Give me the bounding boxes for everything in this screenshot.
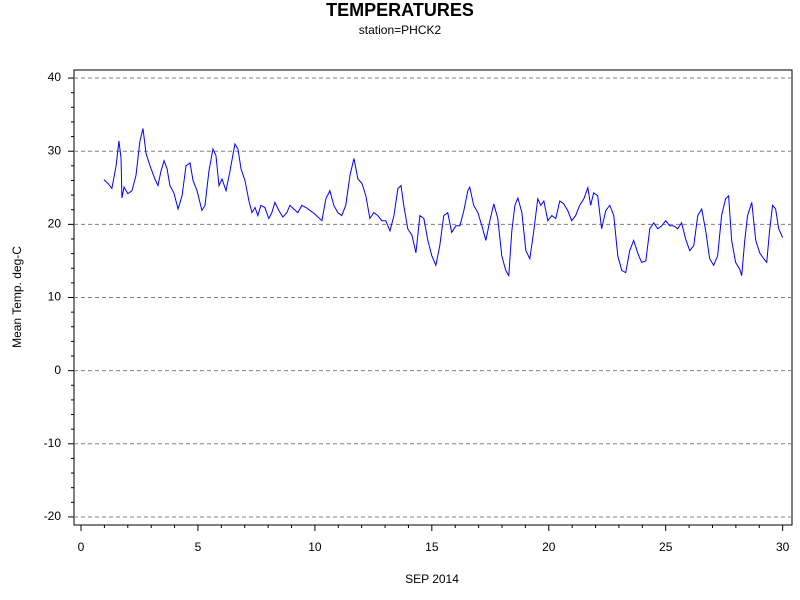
x-tick-label: 25	[659, 540, 673, 554]
y-tick-label: 30	[48, 143, 62, 157]
data-line	[103, 128, 784, 278]
y-tick-label: 0	[54, 363, 61, 377]
x-axis-label: SEP 2014	[405, 572, 459, 586]
y-tick-label: -10	[44, 436, 62, 450]
x-tick-label: 20	[542, 540, 556, 554]
y-tick-label: 40	[48, 70, 62, 84]
x-tick-label: 0	[78, 540, 85, 554]
x-tick-label: 10	[308, 540, 322, 554]
y-axis-label: Mean Temp. deg-C	[10, 246, 24, 348]
x-tick-label: 30	[776, 540, 790, 554]
y-tick-label: 20	[48, 217, 62, 231]
chart-subtitle: station=PHCK2	[359, 23, 442, 37]
chart-title: TEMPERATURES	[326, 0, 474, 20]
y-tick-label: 10	[48, 290, 62, 304]
x-tick-label: 5	[195, 540, 202, 554]
y-tick-label: -20	[44, 509, 62, 523]
x-tick-label: 15	[425, 540, 439, 554]
